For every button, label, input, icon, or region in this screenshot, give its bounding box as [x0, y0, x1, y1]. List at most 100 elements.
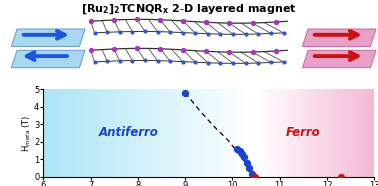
Bar — [101, 89, 102, 177]
Bar — [277, 89, 278, 177]
Bar — [298, 89, 299, 177]
Bar — [177, 89, 178, 177]
Bar — [328, 89, 329, 177]
Bar — [311, 89, 313, 177]
Bar — [231, 89, 232, 177]
Bar — [191, 89, 192, 177]
Bar — [165, 89, 166, 177]
Bar — [203, 89, 204, 177]
Polygon shape — [302, 29, 376, 46]
Bar — [93, 89, 94, 177]
Bar — [249, 89, 251, 177]
Bar — [315, 89, 316, 177]
Bar — [83, 89, 84, 177]
Bar — [293, 89, 294, 177]
Bar — [206, 89, 207, 177]
Bar — [195, 89, 196, 177]
Bar — [285, 89, 286, 177]
Bar — [243, 89, 244, 177]
Bar — [335, 89, 336, 177]
Bar — [196, 89, 197, 177]
Bar — [189, 89, 190, 177]
Bar — [45, 89, 46, 177]
Bar — [348, 89, 349, 177]
Bar — [187, 89, 188, 177]
Bar — [366, 89, 367, 177]
Bar — [355, 89, 356, 177]
Bar — [156, 89, 157, 177]
Bar — [201, 89, 202, 177]
Bar — [105, 89, 106, 177]
Bar — [254, 89, 255, 177]
Text: $\bf{[Ru_2]_2TCNQR_x}$ $\bf{2\text{-}D\ layered\ magnet}$: $\bf{[Ru_2]_2TCNQR_x}$ $\bf{2\text{-}D\ … — [81, 3, 297, 16]
Bar — [107, 89, 108, 177]
Bar — [67, 89, 68, 177]
Bar — [171, 89, 172, 177]
Bar — [145, 89, 146, 177]
Bar — [202, 89, 203, 177]
Bar — [244, 89, 245, 177]
Bar — [331, 89, 332, 177]
Bar — [240, 89, 241, 177]
Bar — [287, 89, 288, 177]
Bar — [301, 89, 302, 177]
Bar — [224, 89, 225, 177]
Bar — [157, 89, 158, 177]
Text: Ferro: Ferro — [286, 126, 321, 140]
Bar — [270, 89, 271, 177]
Bar — [255, 89, 256, 177]
Point — [182, 91, 188, 94]
Bar — [178, 89, 179, 177]
Point — [249, 173, 255, 176]
Bar — [104, 89, 105, 177]
Bar — [343, 89, 344, 177]
Bar — [142, 89, 143, 177]
Bar — [168, 89, 169, 177]
Bar — [296, 89, 297, 177]
Bar — [62, 89, 64, 177]
Bar — [338, 89, 339, 177]
Bar — [283, 89, 284, 177]
Bar — [87, 89, 88, 177]
Bar — [117, 89, 118, 177]
Bar — [261, 89, 262, 177]
Bar — [209, 89, 210, 177]
Bar — [252, 89, 253, 177]
Bar — [233, 89, 234, 177]
Bar — [82, 89, 83, 177]
Bar — [310, 89, 311, 177]
Bar — [63, 89, 64, 177]
Bar — [88, 89, 89, 177]
Bar — [136, 89, 137, 177]
Bar — [329, 89, 330, 177]
Bar — [228, 89, 229, 177]
Bar — [132, 89, 133, 177]
Bar — [340, 89, 341, 177]
Bar — [204, 89, 206, 177]
Bar — [138, 89, 139, 177]
Bar — [181, 89, 182, 177]
Bar — [349, 89, 350, 177]
Bar — [188, 89, 189, 177]
Bar — [210, 89, 211, 177]
Bar — [149, 89, 150, 177]
Bar — [198, 89, 199, 177]
Bar — [372, 89, 373, 177]
Bar — [85, 89, 87, 177]
Bar — [316, 89, 317, 177]
Bar — [51, 89, 52, 177]
Bar — [302, 89, 304, 177]
Bar — [102, 89, 103, 177]
Bar — [313, 89, 314, 177]
Bar — [322, 89, 324, 177]
Bar — [276, 89, 277, 177]
Bar — [53, 89, 54, 177]
Bar — [115, 89, 116, 177]
Bar — [286, 89, 287, 177]
Bar — [186, 89, 187, 177]
Bar — [362, 89, 363, 177]
Bar — [161, 89, 163, 177]
Bar — [50, 89, 51, 177]
Bar — [154, 89, 155, 177]
Bar — [64, 89, 65, 177]
